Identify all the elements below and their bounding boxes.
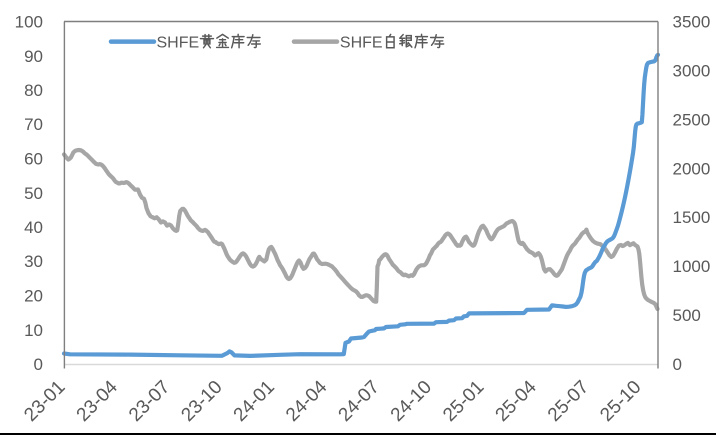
svg-text:3000: 3000	[673, 61, 711, 80]
svg-text:80: 80	[24, 81, 43, 100]
svg-text:SHFE: SHFE	[157, 34, 200, 51]
svg-text:40: 40	[24, 218, 43, 237]
svg-text:2500: 2500	[673, 110, 711, 129]
svg-text:20: 20	[24, 287, 43, 306]
svg-text:0: 0	[673, 355, 682, 374]
svg-text:500: 500	[673, 306, 701, 325]
svg-text:60: 60	[24, 150, 43, 169]
svg-text:SHFE: SHFE	[340, 34, 383, 51]
svg-text:2000: 2000	[673, 159, 711, 178]
svg-text:50: 50	[24, 184, 43, 203]
svg-text:90: 90	[24, 47, 43, 66]
svg-text:70: 70	[24, 115, 43, 134]
svg-text:0: 0	[34, 355, 43, 374]
svg-text:10: 10	[24, 321, 43, 340]
svg-text:1000: 1000	[673, 257, 711, 276]
svg-text:3500: 3500	[673, 13, 711, 32]
svg-text:100: 100	[15, 13, 43, 32]
svg-text:30: 30	[24, 252, 43, 271]
svg-text:1500: 1500	[673, 208, 711, 227]
